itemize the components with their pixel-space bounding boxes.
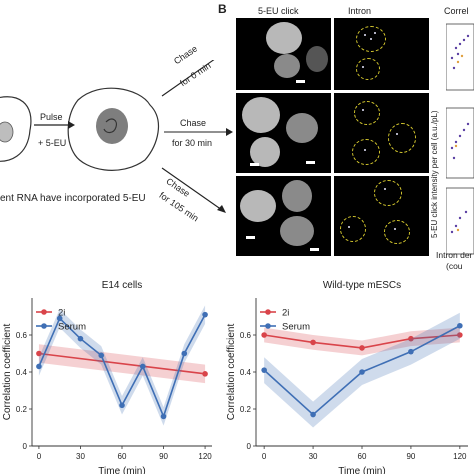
- micrograph-intron-105min: [334, 176, 429, 256]
- scatter-ylabel: 5-EU click intensity per cell (a.u./pL): [430, 110, 439, 238]
- x-axis-label: Time (min): [98, 466, 145, 474]
- data-point-Serum: [139, 363, 146, 370]
- legend-label-Serum: Serum: [282, 322, 310, 333]
- data-point-Serum: [56, 315, 63, 322]
- pulse-label: Pulse: [40, 112, 63, 122]
- y-tick-label: 0.4: [16, 368, 28, 377]
- x-axis-label: Time (min): [338, 466, 385, 474]
- micrograph-intron-30min: [334, 93, 429, 173]
- schematic-cells: [0, 60, 233, 213]
- data-point-2i: [408, 335, 414, 342]
- legend-label-2i: 2i: [58, 308, 65, 319]
- y-tick-label: 0.6: [240, 331, 252, 340]
- schematic-caption: ent RNA have incorporated 5-EU: [0, 193, 146, 204]
- legend-marker-Serum: [41, 323, 47, 329]
- data-point-Serum: [408, 348, 414, 355]
- data-point-Serum: [310, 411, 316, 418]
- data-point-2i: [202, 371, 208, 377]
- series-line-2i: [38, 352, 206, 375]
- data-point-Serum: [98, 352, 105, 359]
- x-tick-label: 0: [37, 452, 42, 461]
- legend-marker-2i: [41, 309, 47, 315]
- legend-label-Serum: Serum: [58, 322, 86, 333]
- data-point-Serum: [36, 363, 42, 370]
- y-tick-label: 0: [23, 442, 28, 451]
- y-axis-label: Correlation coefficient: [2, 324, 13, 421]
- y-tick-label: 0.6: [16, 331, 28, 340]
- chart-0: E14 cells 0 0.2 0.4 0.6 0 30 60 90 120 Time (min) C…: [2, 280, 212, 474]
- data-point-Serum: [202, 311, 208, 318]
- chase-30-label: Chase: [180, 118, 207, 128]
- x-tick-label: 30: [76, 452, 85, 461]
- data-point-Serum: [160, 413, 167, 420]
- x-tick-label: 60: [358, 452, 367, 461]
- scatter-xlabel: Intron der: [436, 250, 473, 260]
- panel-b-letter: B: [218, 2, 227, 16]
- x-tick-label: 60: [118, 452, 127, 461]
- series-band-2i: [264, 327, 460, 356]
- x-tick-label: 120: [198, 452, 212, 461]
- y-tick-label: 0.4: [240, 368, 252, 377]
- scatter-xlabel-line2: (cou: [446, 261, 463, 271]
- data-point-2i: [359, 345, 365, 351]
- data-point-Serum: [119, 402, 125, 409]
- chase-30-sub-label: for 30 min: [172, 138, 213, 148]
- chart-1: Wild-type mESCs 0 0.2 0.4 0.6 0 30 60 90 120 Time …: [226, 280, 468, 474]
- series-band-Serum: [38, 305, 206, 426]
- y-axis-label: Correlation coefficient: [226, 324, 237, 421]
- x-tick-label: 90: [406, 452, 415, 461]
- micrograph-5eu-105min: [236, 176, 331, 256]
- x-tick-label: 90: [159, 452, 168, 461]
- correlation-scatter-thumbnails: [446, 23, 474, 255]
- x-tick-label: 30: [309, 452, 318, 461]
- legend-marker-Serum: [265, 323, 271, 329]
- data-point-Serum: [359, 369, 365, 375]
- micrograph-intron-0min: [334, 18, 429, 90]
- chart-title: E14 cells: [102, 280, 143, 291]
- data-point-Serum: [77, 335, 84, 342]
- chart-title: Wild-type mESCs: [323, 280, 401, 291]
- data-point-Serum: [181, 350, 188, 357]
- data-point-Serum: [457, 322, 463, 329]
- x-tick-label: 0: [262, 452, 267, 461]
- col-intron-header: Intron: [348, 6, 372, 16]
- y-tick-label: 0.2: [16, 405, 28, 414]
- legend-marker-2i: [265, 309, 271, 315]
- micrograph-5eu-30min: [236, 93, 331, 173]
- correlation-charts: E14 cells 0 0.2 0.4 0.6 0 30 60 90 120 Time (min) C…: [2, 280, 468, 474]
- y-tick-label: 0: [247, 442, 252, 451]
- legend-label-2i: 2i: [282, 308, 289, 319]
- data-point-2i: [457, 332, 463, 338]
- col-correlation-header: Correl: [444, 6, 469, 16]
- pulse-sub-label: + 5-EU: [38, 138, 67, 148]
- micrograph-5eu-0min: [236, 18, 331, 90]
- data-point-Serum: [261, 367, 267, 373]
- y-tick-label: 0.2: [240, 405, 252, 414]
- x-tick-label: 120: [453, 452, 467, 461]
- data-point-2i: [36, 350, 42, 357]
- col-5eu-header: 5-EU click: [258, 6, 299, 16]
- data-point-2i: [261, 332, 267, 338]
- data-point-2i: [310, 339, 316, 346]
